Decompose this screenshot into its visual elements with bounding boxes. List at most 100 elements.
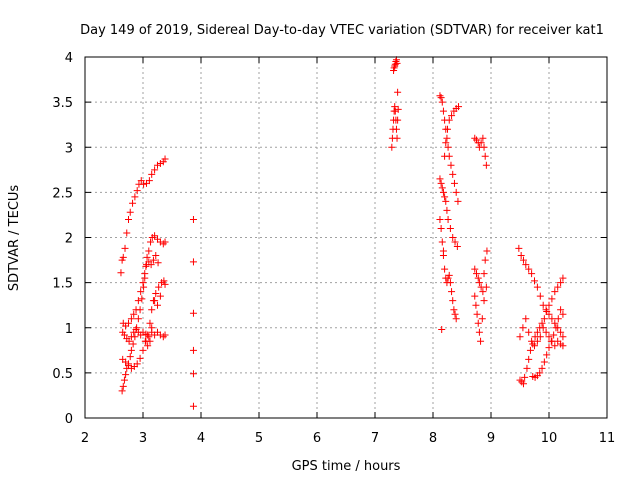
data-point <box>536 333 544 341</box>
data-point <box>146 319 154 327</box>
data-point <box>122 358 130 366</box>
data-point <box>138 295 146 303</box>
data-point <box>125 337 133 345</box>
axis-ticks <box>84 56 608 419</box>
data-point <box>155 283 163 291</box>
data-point <box>474 274 482 282</box>
data-point <box>437 179 445 187</box>
y-tick-label: 1.5 <box>52 277 73 292</box>
data-point <box>533 337 541 345</box>
data-point <box>447 161 455 169</box>
data-point <box>117 269 125 277</box>
data-point <box>189 370 197 378</box>
data-point <box>441 265 449 273</box>
data-point <box>559 274 567 282</box>
data-point <box>559 310 567 318</box>
data-point <box>120 331 128 339</box>
data-point <box>120 376 128 384</box>
data-point <box>147 238 155 246</box>
y-tick-label: 2.5 <box>52 186 73 201</box>
x-tick-label: 4 <box>197 431 205 446</box>
data-point <box>539 324 547 332</box>
data-point <box>519 324 527 332</box>
data-point <box>130 310 138 318</box>
y-tick-label: 0.5 <box>52 367 73 382</box>
data-point <box>439 247 447 255</box>
data-point <box>480 297 488 305</box>
data-point <box>444 215 452 223</box>
data-point <box>540 358 548 366</box>
data-point <box>442 197 450 205</box>
y-tick-label: 2 <box>65 232 73 247</box>
data-point <box>160 277 168 285</box>
data-point <box>133 360 141 368</box>
y-axis-label: SDTVAR / TECUs <box>7 185 22 292</box>
data-point <box>437 224 445 232</box>
x-tick-label: 2 <box>81 431 89 446</box>
data-point <box>143 253 151 261</box>
x-tick-labels: 2 3 4 5 6 7 8 9 10 11 <box>81 431 615 446</box>
data-point <box>154 259 162 267</box>
data-point <box>152 289 160 297</box>
data-point <box>531 277 538 285</box>
data-point <box>394 105 402 113</box>
data-point <box>132 306 140 314</box>
y-tick-label: 4 <box>65 51 73 66</box>
data-point <box>125 215 132 223</box>
data-point <box>444 143 452 151</box>
data-point <box>451 238 459 246</box>
data-point <box>119 253 127 261</box>
y-tick-label: 1 <box>65 322 73 337</box>
data-point <box>394 116 402 124</box>
data-point <box>542 306 550 314</box>
data-point <box>471 134 479 142</box>
data-point <box>438 326 446 334</box>
data-point <box>144 331 152 339</box>
data-point <box>133 187 141 195</box>
data-point <box>471 292 479 300</box>
data-point <box>475 328 483 336</box>
data-point <box>151 297 159 305</box>
data-point <box>533 283 541 291</box>
data-point <box>156 292 164 300</box>
data-point <box>452 315 460 323</box>
data-point <box>525 355 533 363</box>
data-point <box>478 315 486 323</box>
data-point <box>471 265 479 273</box>
data-point <box>523 364 531 372</box>
data-point <box>536 369 544 377</box>
data-points <box>117 56 567 410</box>
data-point <box>136 354 144 362</box>
data-point <box>557 306 565 314</box>
data-point <box>525 265 533 273</box>
data-point <box>482 161 490 169</box>
data-point <box>151 166 159 174</box>
data-point <box>516 376 524 384</box>
data-point <box>126 208 134 216</box>
data-point <box>475 279 483 287</box>
data-point <box>482 283 490 291</box>
data-point <box>148 170 156 178</box>
data-point <box>545 333 553 341</box>
data-point <box>139 328 147 336</box>
data-point <box>123 229 131 237</box>
data-point <box>526 346 534 354</box>
y-tick-label: 3 <box>65 141 73 156</box>
data-point <box>134 297 142 305</box>
data-point <box>545 301 553 309</box>
data-point <box>127 333 135 341</box>
data-point <box>448 288 456 296</box>
data-point <box>394 88 402 96</box>
data-point <box>517 252 525 260</box>
data-point <box>548 295 556 303</box>
x-tick-label: 10 <box>541 431 558 446</box>
data-point <box>151 232 159 240</box>
data-point <box>126 353 134 361</box>
data-point <box>449 234 457 241</box>
data-point <box>538 364 546 372</box>
data-point <box>473 310 481 318</box>
data-point <box>159 333 167 341</box>
data-point <box>133 324 141 332</box>
data-point <box>391 107 399 115</box>
chart-title: Day 149 of 2019, Sidereal Day-to-day VTE… <box>80 23 604 38</box>
